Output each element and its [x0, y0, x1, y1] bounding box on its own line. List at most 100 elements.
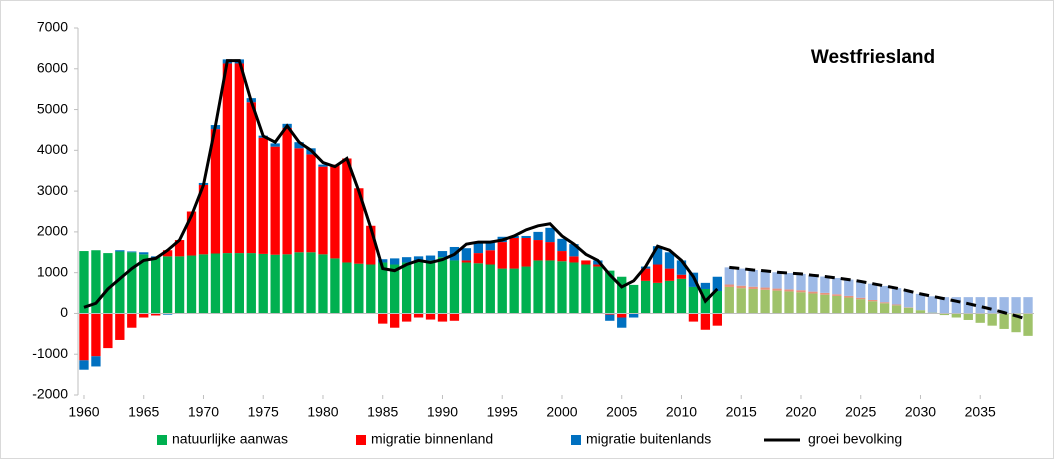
bar [258, 137, 268, 254]
growth-line [83, 59, 719, 309]
bar [987, 313, 997, 326]
bar [903, 307, 914, 314]
bar [282, 254, 292, 314]
x-tick-label: 2025 [845, 404, 876, 420]
bar [640, 268, 651, 281]
x-tick-label: 2000 [546, 404, 577, 420]
bar [891, 288, 902, 305]
bar [712, 276, 722, 292]
bar [449, 260, 460, 314]
bar [139, 254, 149, 314]
bar [724, 284, 734, 287]
bar [1023, 297, 1033, 314]
bar [127, 313, 137, 328]
bar [1011, 313, 1021, 333]
legend-label: migratie binnenland [371, 431, 493, 447]
y-tick-label: 3000 [37, 182, 68, 198]
bar [294, 252, 304, 314]
bar [437, 251, 448, 258]
bar [461, 260, 472, 263]
bar [856, 281, 866, 298]
bar [999, 297, 1009, 314]
bar [736, 268, 746, 286]
x-tick-label: 2005 [606, 404, 637, 420]
bar [79, 313, 89, 361]
x-tick-label: 1970 [188, 404, 219, 420]
bar [258, 253, 268, 314]
bar [103, 253, 113, 314]
bar [939, 313, 950, 316]
bar [174, 240, 185, 257]
bar [652, 282, 663, 314]
bar [617, 313, 627, 318]
bar [270, 254, 280, 314]
bar [354, 188, 364, 264]
bar [485, 250, 495, 265]
bar [808, 293, 818, 314]
bar [79, 251, 89, 314]
bar [306, 252, 316, 314]
legend-label: natuurlijke aanwas [172, 431, 288, 447]
x-tick-label: 2020 [785, 404, 816, 420]
bar [868, 301, 878, 314]
bar [378, 262, 388, 314]
bar [748, 288, 758, 314]
bar [222, 63, 233, 254]
bar [521, 238, 531, 267]
x-tick-label: 1985 [367, 404, 398, 420]
bar [676, 274, 687, 279]
bar [473, 253, 483, 264]
bar [760, 270, 770, 288]
bar [796, 290, 806, 293]
x-tick-label: 2010 [666, 404, 697, 420]
bar [832, 277, 842, 295]
y-tick-label: 5000 [37, 100, 68, 116]
bar [270, 146, 280, 255]
bar [664, 268, 675, 281]
bar [772, 290, 782, 314]
bar [629, 313, 639, 318]
bar [151, 257, 161, 314]
x-tick-label: 2030 [905, 404, 936, 420]
bar [820, 292, 830, 295]
y-tick-label: -1000 [32, 345, 68, 361]
bar [617, 276, 627, 314]
bar [987, 297, 997, 314]
bar [808, 291, 818, 294]
bar [425, 255, 436, 261]
bar [115, 250, 125, 252]
bar [868, 283, 878, 300]
bar [485, 242, 495, 251]
bar [915, 310, 926, 314]
bar [975, 313, 985, 323]
bar [91, 313, 101, 357]
bar [963, 313, 973, 320]
bar [294, 148, 304, 253]
y-tick-label: 7000 [37, 19, 68, 35]
bar [844, 279, 854, 296]
bar [198, 254, 209, 314]
bar [162, 250, 173, 257]
bar [186, 211, 197, 256]
bar [461, 262, 472, 314]
bar [115, 251, 125, 314]
bar [449, 313, 460, 321]
bar [808, 275, 818, 292]
y-tick-label: 6000 [37, 59, 68, 75]
bar [760, 287, 770, 290]
x-tick-label: 2035 [965, 404, 996, 420]
legend-label: migratie buitenlands [586, 431, 711, 447]
x-tick-label: 1990 [427, 404, 458, 420]
bar [318, 254, 328, 314]
bar [1011, 297, 1021, 314]
bar [712, 313, 722, 326]
x-tick-label: 1965 [128, 404, 159, 420]
bar [162, 256, 173, 314]
bar [664, 280, 675, 314]
bar [557, 238, 567, 252]
bar [856, 299, 866, 314]
bar [736, 288, 746, 314]
bar [760, 289, 770, 314]
bar [485, 264, 495, 314]
